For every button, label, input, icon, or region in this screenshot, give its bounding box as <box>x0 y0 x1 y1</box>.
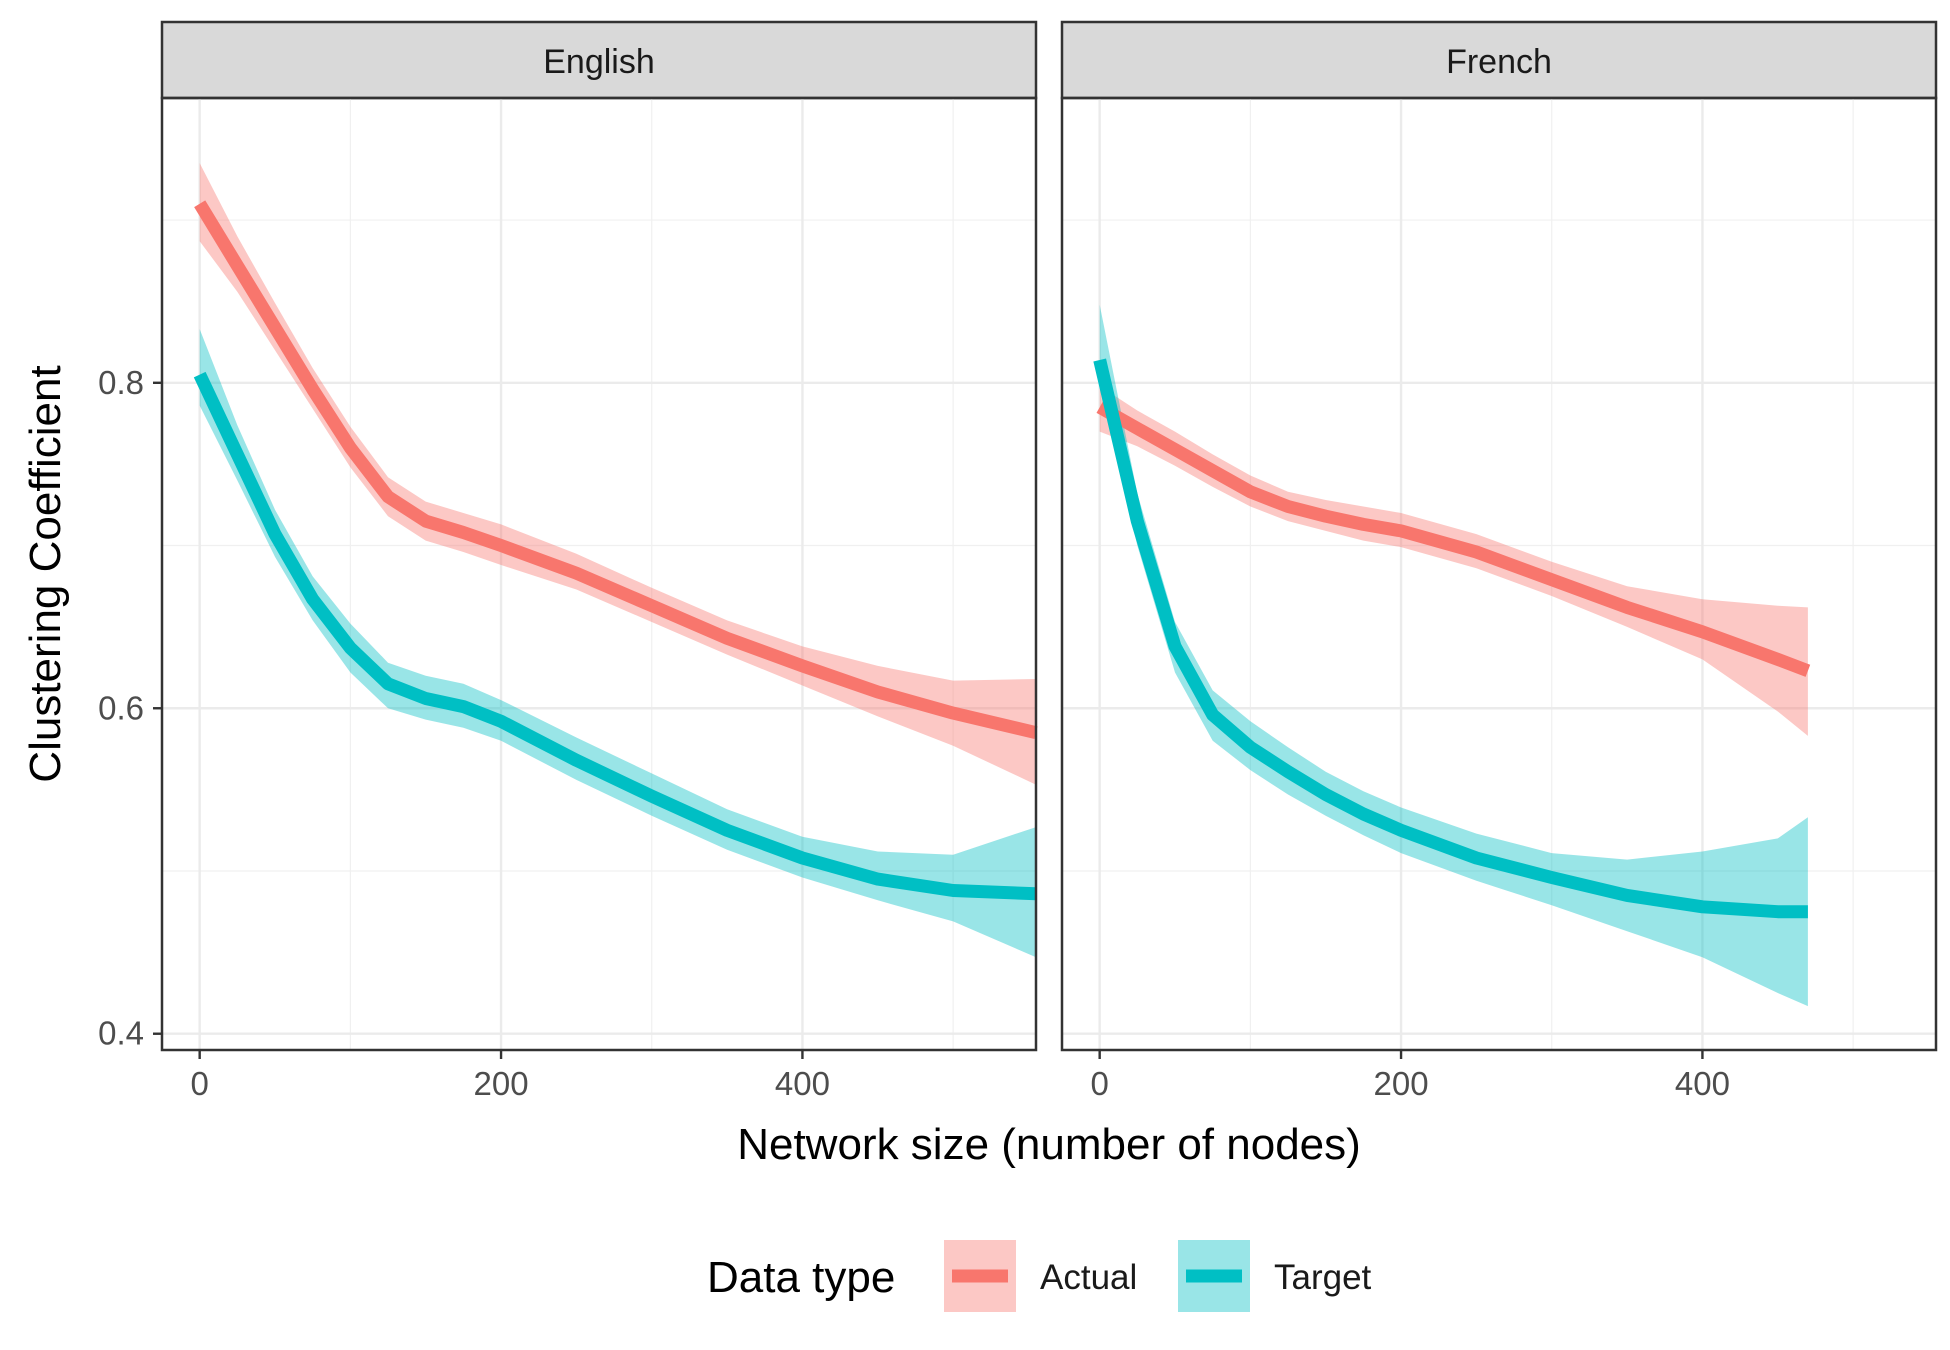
legend-label-target: Target <box>1274 1258 1372 1297</box>
facet-strip-french <box>1060 20 1938 100</box>
panel-plot-area-english <box>162 98 1038 1050</box>
panel-border-english <box>160 96 1038 1052</box>
facet-title-english: English <box>543 43 655 81</box>
line-actual-english <box>194 200 1038 740</box>
y-tick-label: 0.8 <box>98 364 144 401</box>
y-axis: 0.4 0.6 0.8 <box>98 364 162 1052</box>
legend-entry-actual: Actual <box>944 1240 1137 1312</box>
x-tick-label: 400 <box>1675 1065 1730 1102</box>
x-tick-label: 0 <box>1090 1065 1108 1102</box>
line-actual-french <box>1096 401 1811 677</box>
y-axis-title: Clustering Coefficient <box>21 365 70 782</box>
x-tick-label: 400 <box>775 1065 830 1102</box>
line-target-english <box>193 371 1037 901</box>
x-tick-label: 200 <box>1374 1065 1429 1102</box>
legend-label-actual: Actual <box>1040 1258 1137 1297</box>
x-axis-title: Network size (number of nodes) <box>737 1120 1361 1169</box>
line-target-french <box>1093 358 1808 919</box>
legend-entry-target: Target <box>1178 1240 1372 1312</box>
facet-strip-english <box>160 20 1038 100</box>
y-tick-label: 0.4 <box>98 1015 144 1052</box>
x-tick-label: 0 <box>190 1065 208 1102</box>
ribbon-target-french <box>1099 304 1808 1007</box>
ribbon-actual-french <box>1099 386 1808 736</box>
panel-border-french <box>1060 96 1938 1052</box>
y-tick-label: 0.6 <box>98 689 144 726</box>
legend: Data type Actual Target <box>707 1240 1372 1312</box>
facet-title-french: French <box>1446 43 1552 81</box>
facet-panel-french: French 0 200 400 <box>1060 20 1938 1102</box>
legend-title: Data type <box>707 1253 895 1302</box>
ribbon-actual-english <box>199 163 1036 785</box>
x-tick-label: 200 <box>474 1065 529 1102</box>
panel-plot-area-french <box>1062 98 1936 1050</box>
facet-panel-english: English 0 200 400 <box>160 20 1038 1102</box>
